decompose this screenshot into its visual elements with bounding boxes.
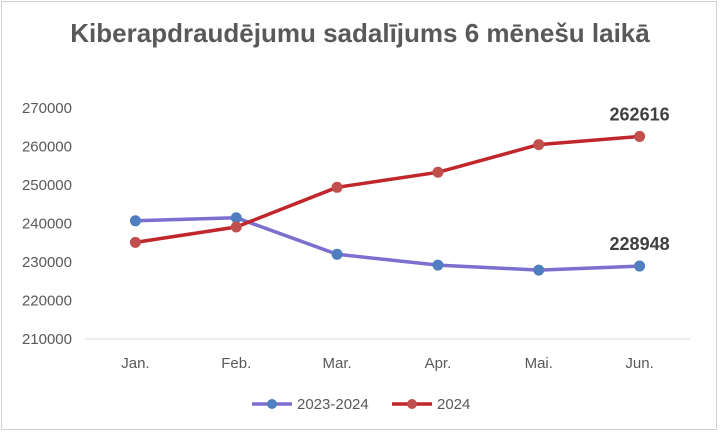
series-line bbox=[133, 215, 642, 272]
data-label: 228948 bbox=[610, 234, 670, 254]
data-point bbox=[129, 215, 141, 227]
data-label: 262616 bbox=[610, 104, 670, 124]
y-tick-label: 240000 bbox=[22, 216, 72, 233]
y-tick-label: 210000 bbox=[22, 331, 72, 348]
y-tick-label: 270000 bbox=[22, 100, 72, 117]
y-axis: 270000 260000 250000 240000 230000 220000 2100… bbox=[22, 100, 72, 348]
data-point bbox=[230, 221, 242, 233]
data-point bbox=[533, 139, 545, 151]
data-point bbox=[634, 130, 646, 142]
y-tick-label: 230000 bbox=[22, 254, 72, 271]
series-2: 262616 bbox=[129, 104, 670, 248]
data-point bbox=[331, 248, 343, 260]
x-tick-label: Jun. bbox=[625, 355, 653, 372]
data-point bbox=[129, 236, 141, 248]
legend-item: 2023-2024 bbox=[252, 396, 369, 413]
data-point bbox=[533, 264, 545, 276]
x-tick-label: Mar. bbox=[322, 355, 351, 372]
x-tick-label: Jan. bbox=[121, 355, 149, 372]
x-tick-label: Feb. bbox=[221, 355, 251, 372]
series-lines: 228948 262616 bbox=[129, 104, 670, 276]
x-tick-label: Mai. bbox=[525, 355, 553, 372]
data-point bbox=[634, 260, 646, 272]
y-tick-label: 260000 bbox=[22, 139, 72, 156]
chart-title: Kiberapdraudējumu sadalījums 6 mēnešu la… bbox=[70, 18, 650, 48]
x-axis: Jan. Feb. Mar. Apr. Mai. Jun. bbox=[85, 338, 690, 372]
data-point bbox=[432, 259, 444, 271]
legend: 2023-2024 2024 bbox=[252, 396, 470, 413]
data-point bbox=[331, 181, 343, 193]
y-tick-label: 250000 bbox=[22, 177, 72, 194]
legend-label: 2023-2024 bbox=[297, 396, 369, 413]
series-1: 228948 bbox=[129, 212, 670, 276]
data-point bbox=[432, 166, 444, 178]
series-line bbox=[133, 134, 642, 245]
x-tick-label: Apr. bbox=[425, 355, 452, 372]
legend-item: 2024 bbox=[392, 396, 470, 413]
data-point bbox=[230, 212, 242, 224]
legend-label: 2024 bbox=[437, 396, 470, 413]
y-tick-label: 220000 bbox=[22, 293, 72, 310]
legend-marker bbox=[407, 399, 417, 409]
legend-marker bbox=[267, 399, 277, 409]
